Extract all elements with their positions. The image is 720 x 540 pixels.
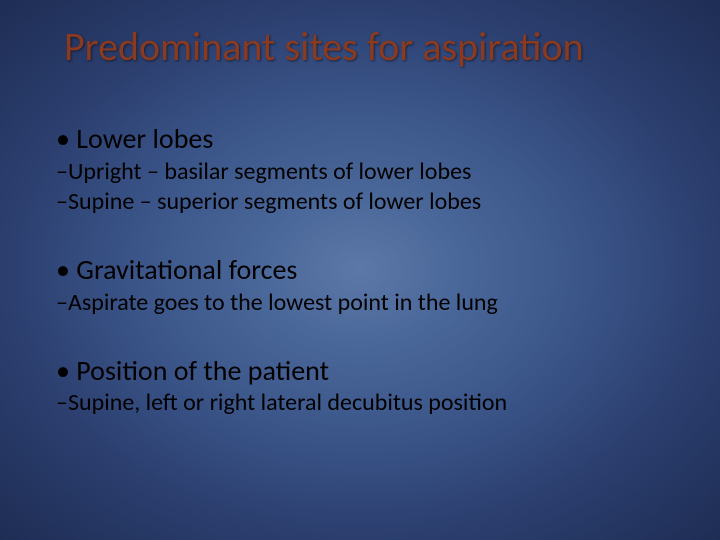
bullet-main: Position of the patient <box>56 354 680 388</box>
spacer <box>56 320 680 354</box>
slide-title: Predominant sites for aspiration <box>64 22 680 71</box>
slide-content: Lower lobes Upright – basilar segments o… <box>56 122 680 420</box>
slide: Predominant sites for aspiration Lower l… <box>0 0 720 540</box>
bullet-main: Gravitational forces <box>56 253 680 287</box>
bullet-sub: Supine – superior segments of lower lobe… <box>56 188 680 217</box>
bullet-sub: Upright – basilar segments of lower lobe… <box>56 158 680 187</box>
bullet-sub: Supine, left or right lateral decubitus … <box>56 389 680 418</box>
spacer <box>56 219 680 253</box>
bullet-sub: Aspirate goes to the lowest point in the… <box>56 289 680 318</box>
bullet-main: Lower lobes <box>56 122 680 156</box>
